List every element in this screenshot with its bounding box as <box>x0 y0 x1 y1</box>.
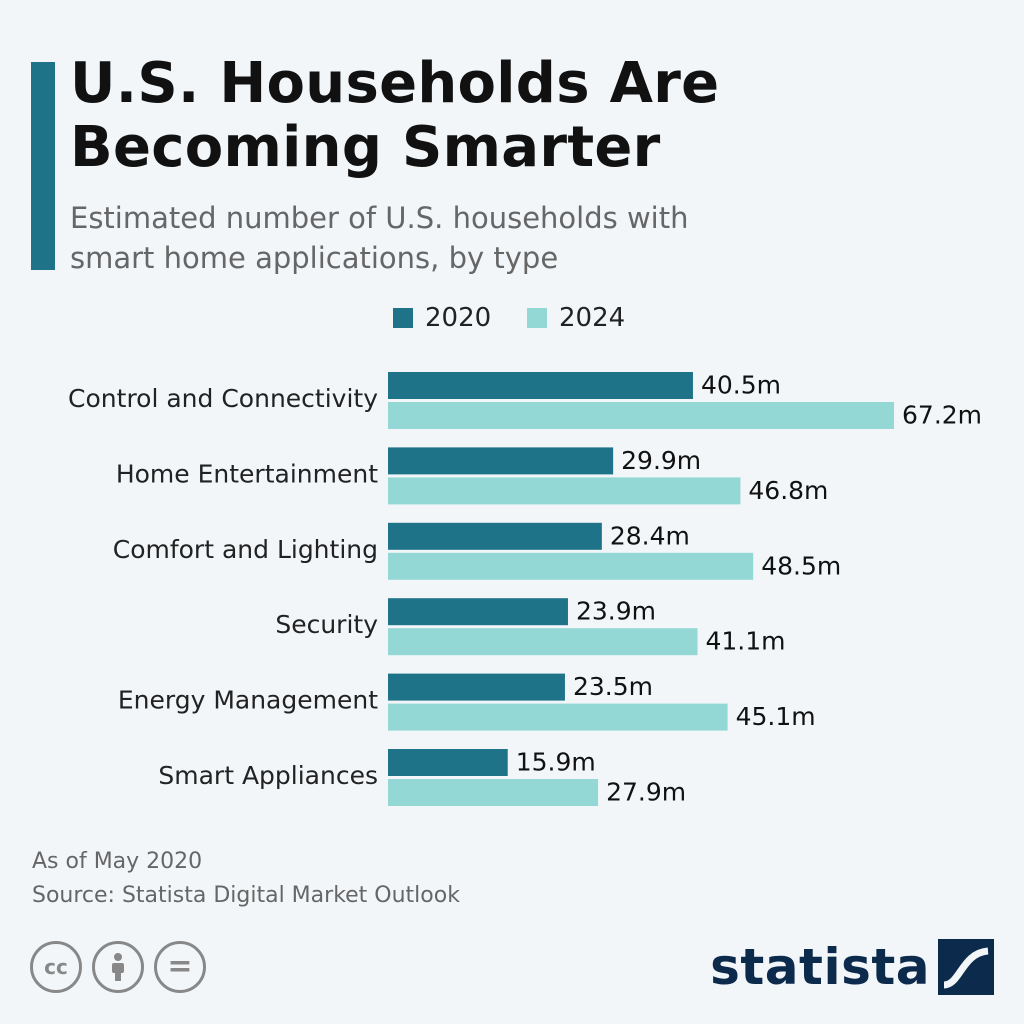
legend-item-2024: 2024 <box>527 300 625 336</box>
bar-2020 <box>388 447 614 475</box>
subtitle-line-1: Estimated number of U.S. households with <box>70 201 689 235</box>
cc-icon[interactable]: cc <box>30 941 82 993</box>
value-label-2024: 27.9m <box>606 778 686 807</box>
chart-title: U.S. Households Are Becoming Smarter <box>70 52 970 180</box>
bar-2020 <box>388 522 602 550</box>
license-icons: cc = <box>30 941 206 995</box>
legend-swatch-2020 <box>393 308 413 328</box>
legend: 2020 2024 <box>0 300 1024 336</box>
chart-subtitle: Estimated number of U.S. households with… <box>70 198 970 278</box>
value-label-2020: 40.5m <box>701 371 781 400</box>
value-label-2020: 29.9m <box>621 446 701 475</box>
no-derivatives-icon[interactable]: = <box>154 941 206 993</box>
bar-2024 <box>388 402 895 429</box>
value-label-2024: 67.2m <box>902 401 982 430</box>
bar-2024 <box>388 477 741 505</box>
bar-2024 <box>388 779 599 806</box>
accent-bar <box>31 62 55 270</box>
value-label-2024: 41.1m <box>705 627 785 656</box>
title-line-1: U.S. Households Are <box>70 51 720 116</box>
legend-label-2020: 2020 <box>425 303 492 333</box>
category-label: Control and Connectivity <box>68 384 378 413</box>
bar-2020 <box>388 372 693 399</box>
value-label-2020: 23.9m <box>576 597 656 626</box>
no-derivatives-label: = <box>167 949 193 984</box>
attribution-icon[interactable] <box>92 941 144 993</box>
bar-2020 <box>388 749 508 776</box>
bar-2024 <box>388 552 754 580</box>
person-glyph <box>112 953 124 981</box>
title-line-2: Becoming Smarter <box>70 115 661 180</box>
logo-mark-icon <box>938 939 994 995</box>
category-label: Smart Appliances <box>158 761 378 790</box>
legend-label-2024: 2024 <box>559 303 626 333</box>
bar-2024 <box>388 703 728 731</box>
footnote-source: Source: Statista Digital Market Outlook <box>32 883 460 908</box>
statista-logo[interactable]: statista <box>710 938 994 996</box>
footnote-date: As of May 2020 <box>32 849 203 874</box>
legend-swatch-2024 <box>527 308 547 328</box>
subtitle-line-2: smart home applications, by type <box>70 241 559 275</box>
category-label: Energy Management <box>118 686 378 715</box>
value-label-2020: 23.5m <box>573 672 653 701</box>
value-label-2024: 46.8m <box>748 476 828 505</box>
category-label: Comfort and Lighting <box>113 535 378 564</box>
value-label-2024: 48.5m <box>761 551 841 580</box>
value-label-2020: 15.9m <box>516 748 596 777</box>
cc-icon-label: cc <box>44 955 68 979</box>
logo-wordmark: statista <box>710 938 930 996</box>
bar-2024 <box>388 628 698 656</box>
category-label: Security <box>275 610 378 639</box>
bar-2020 <box>388 598 568 626</box>
legend-item-2020: 2020 <box>393 300 491 336</box>
value-label-2020: 28.4m <box>610 521 690 550</box>
category-label: Home Entertainment <box>116 459 378 488</box>
bar-2020 <box>388 673 565 701</box>
value-label-2024: 45.1m <box>736 702 816 731</box>
